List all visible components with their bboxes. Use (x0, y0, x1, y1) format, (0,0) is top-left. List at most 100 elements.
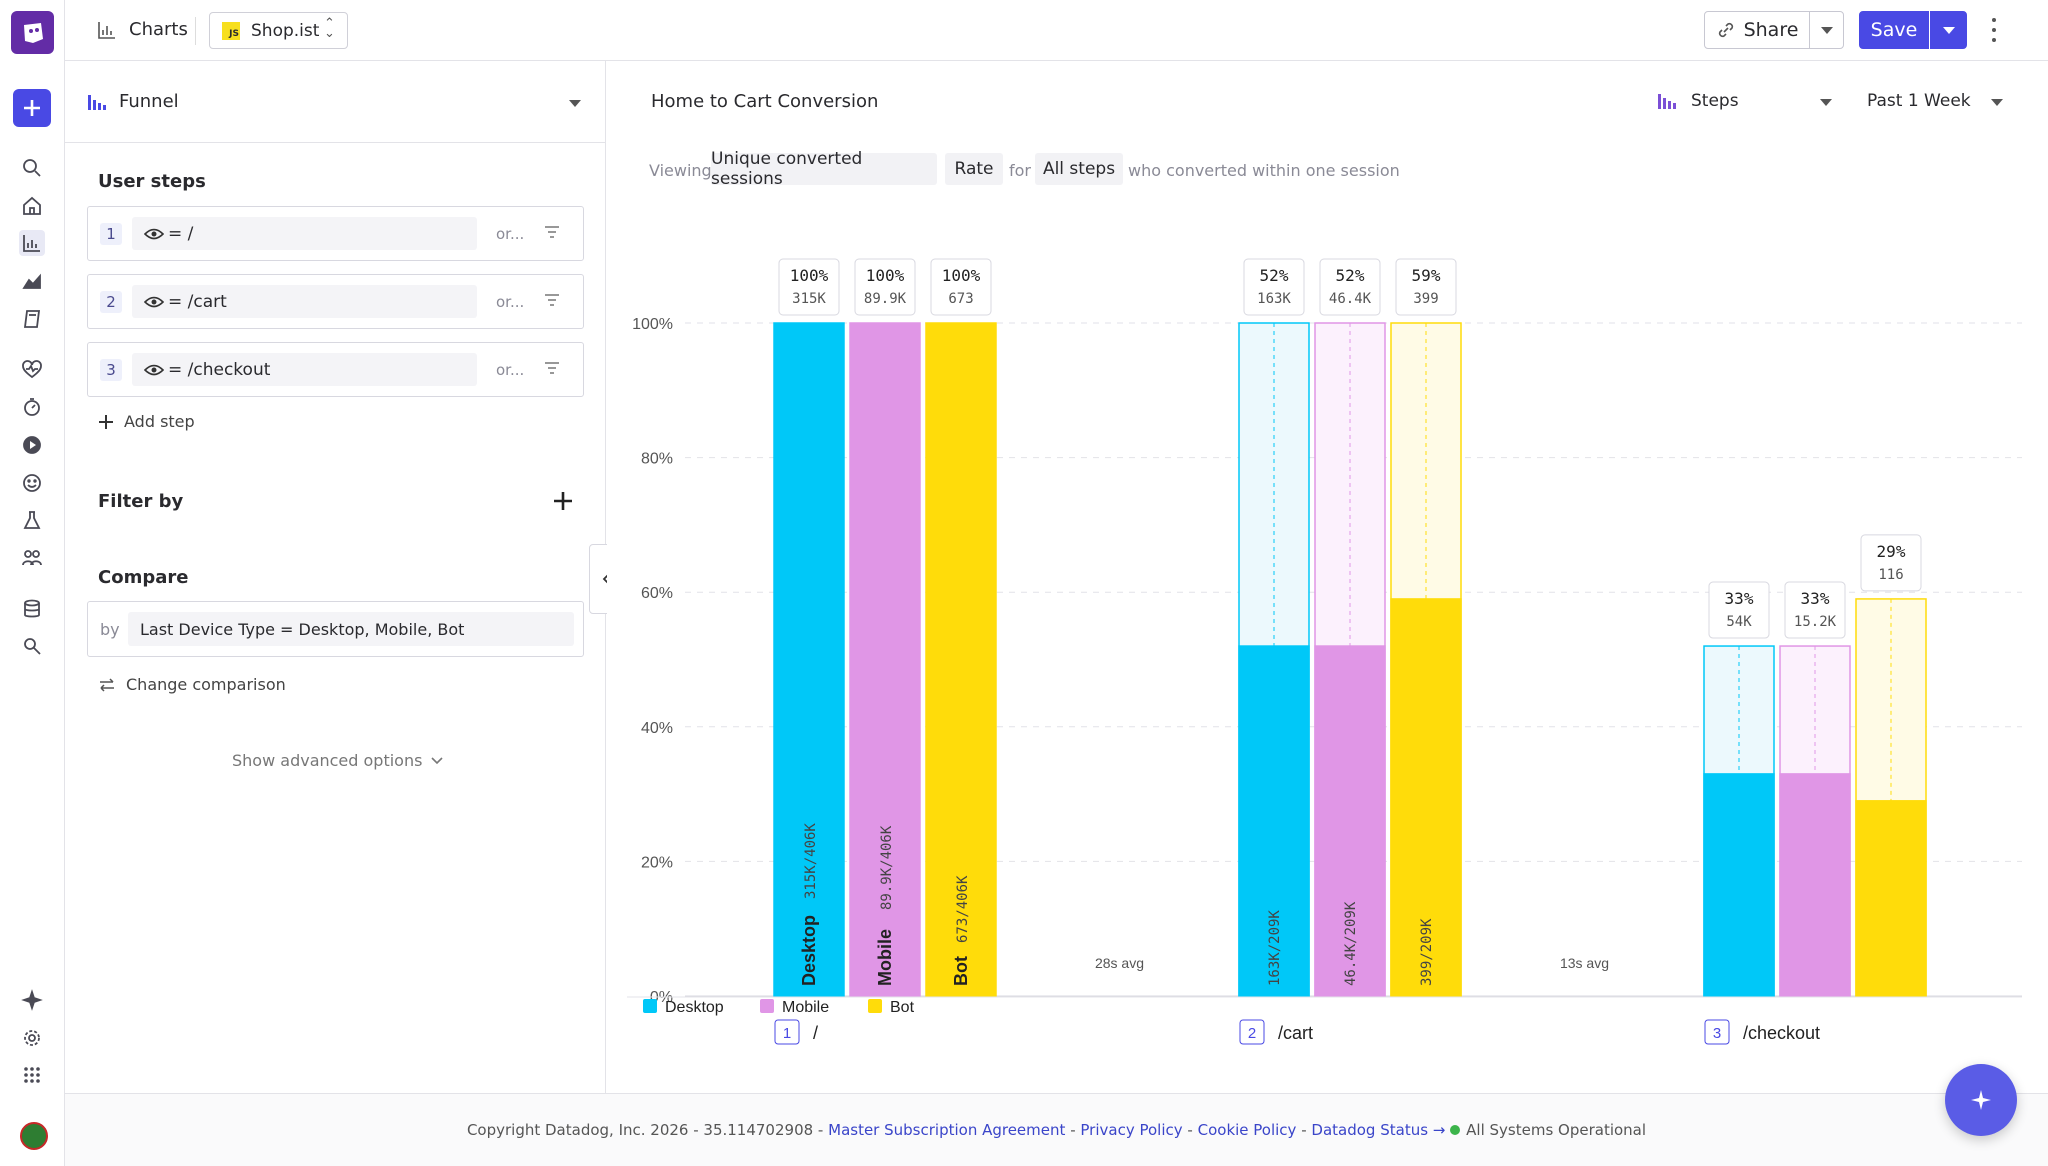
sparkle-icon[interactable] (19, 987, 45, 1013)
step-number: 2 (1248, 1025, 1256, 1042)
step-number: 2 (100, 291, 122, 313)
cookie-link[interactable]: Cookie Policy (1197, 1121, 1297, 1139)
or-button[interactable]: or... (496, 293, 525, 311)
compare-input[interactable]: Last Device Type = Desktop, Mobile, Bot (128, 612, 574, 646)
area-chart-icon[interactable] (19, 268, 45, 294)
avatar[interactable] (20, 1122, 48, 1150)
timer-icon[interactable] (19, 394, 45, 420)
scope-selector[interactable]: All steps (1035, 153, 1123, 185)
heartbeat-icon[interactable] (19, 357, 45, 383)
separator: - (1187, 1121, 1193, 1139)
add-step-button[interactable]: Add step (98, 412, 195, 431)
share-button[interactable]: Share (1704, 11, 1810, 49)
new-button[interactable] (13, 89, 51, 127)
notebook-icon[interactable] (19, 306, 45, 332)
apps-grid-icon[interactable] (19, 1062, 45, 1088)
status-text: All Systems Operational (1466, 1121, 1647, 1139)
avg-time-label: 28s avg (1095, 955, 1144, 971)
chevron-down-icon (1820, 99, 1832, 106)
chevron-down-icon (431, 756, 444, 764)
step-value: = /cart (168, 291, 227, 312)
section-label[interactable]: Charts (129, 19, 188, 40)
save-button[interactable]: Save (1859, 11, 1929, 49)
measure-label: Rate (954, 159, 994, 179)
smiley-icon[interactable] (19, 470, 45, 496)
percent-label: 100% (790, 266, 829, 285)
time-range-selector[interactable]: Past 1 Week (1867, 89, 2007, 117)
series-name-label: Bot (951, 956, 971, 986)
swap-arrows-icon (100, 677, 114, 692)
nav-rail (0, 0, 65, 1166)
home-icon[interactable] (19, 193, 45, 219)
app-selector[interactable]: JS Shop.ist ⌃ ⌄ (209, 12, 348, 49)
chevron-down-icon (1820, 26, 1833, 34)
measure-selector[interactable]: Rate (945, 153, 1003, 185)
step-label: /checkout (1743, 1023, 1820, 1043)
count-label: 15.2K (1794, 614, 1837, 630)
legend-swatch (760, 999, 774, 1013)
filter-icon[interactable] (543, 223, 561, 241)
charts-icon[interactable] (19, 230, 45, 256)
or-button[interactable]: or... (496, 361, 525, 379)
chart-type-selector[interactable]: Funnel (65, 61, 605, 143)
search-settings-icon[interactable] (19, 633, 45, 659)
y-tick-label: 80% (641, 451, 673, 468)
advanced-options-label: Show advanced options (232, 751, 423, 770)
bar (1779, 773, 1851, 997)
datadog-logo-icon[interactable] (11, 11, 54, 54)
percent-label: 59% (1412, 266, 1441, 285)
compare-box: by Last Device Type = Desktop, Mobile, B… (87, 601, 584, 657)
value-label-box (1395, 258, 1457, 316)
metric-selector[interactable]: Unique converted sessions (711, 149, 937, 189)
step-row: 1 = / or... (87, 206, 584, 261)
save-dropdown-button[interactable] (1930, 11, 1967, 49)
value-label-box (778, 258, 840, 316)
filter-by-title: Filter by (98, 491, 184, 512)
change-comparison-label: Change comparison (126, 675, 286, 694)
advanced-options-toggle[interactable]: Show advanced options (232, 751, 444, 770)
share-dropdown-button[interactable] (1809, 11, 1844, 49)
funnel-chart: 0%20%40%60%80%100%100%315KDesktop315K/40… (627, 258, 2022, 1045)
eye-icon (144, 228, 164, 239)
bar-ratio-label: 399/209K (1419, 918, 1435, 986)
database-icon[interactable] (19, 596, 45, 622)
status-link[interactable]: Datadog Status → (1311, 1121, 1446, 1139)
privacy-link[interactable]: Privacy Policy (1080, 1121, 1183, 1139)
filter-icon[interactable] (543, 291, 561, 309)
footer: Copyright Datadog, Inc. 2026 - 35.114702… (65, 1093, 2048, 1166)
step-label: /cart (1278, 1023, 1313, 1043)
view-mode-selector[interactable]: Steps (1657, 89, 1837, 117)
chevron-down-icon (1942, 26, 1955, 34)
step-value: = / (168, 223, 194, 244)
add-filter-icon[interactable] (553, 491, 573, 511)
status-dot (1450, 1125, 1461, 1135)
change-comparison-button[interactable]: Change comparison (98, 675, 286, 694)
legend-swatch (868, 999, 882, 1013)
legend-label: Mobile (782, 999, 829, 1016)
filter-icon[interactable] (543, 359, 561, 377)
separator: - (1070, 1121, 1076, 1139)
step-input[interactable]: = / (132, 217, 477, 250)
chevron-down-icon (569, 100, 581, 107)
or-button[interactable]: or... (496, 225, 525, 243)
search-icon[interactable] (19, 155, 45, 181)
y-tick-label: 60% (641, 585, 673, 602)
msa-link[interactable]: Master Subscription Agreement (828, 1121, 1066, 1139)
ai-assistant-button[interactable] (1945, 1064, 2017, 1136)
app-name: Shop.ist (251, 21, 320, 41)
percent-label: 52% (1336, 266, 1365, 285)
more-options-icon[interactable] (1989, 18, 1999, 42)
step-input[interactable]: = /cart (132, 285, 477, 318)
gear-icon[interactable] (19, 1025, 45, 1051)
users-icon[interactable] (19, 545, 45, 571)
bar-ratio-label: 89.9K/406K (879, 825, 895, 910)
y-tick-label: 100% (632, 316, 673, 333)
step-value: = /checkout (168, 359, 271, 380)
play-icon[interactable] (19, 432, 45, 458)
add-step-label: Add step (124, 412, 195, 431)
step-number: 1 (100, 223, 122, 245)
flask-icon[interactable] (19, 507, 45, 533)
step-input[interactable]: = /checkout (132, 353, 477, 386)
charts-icon (98, 22, 115, 39)
eye-icon (144, 296, 164, 307)
